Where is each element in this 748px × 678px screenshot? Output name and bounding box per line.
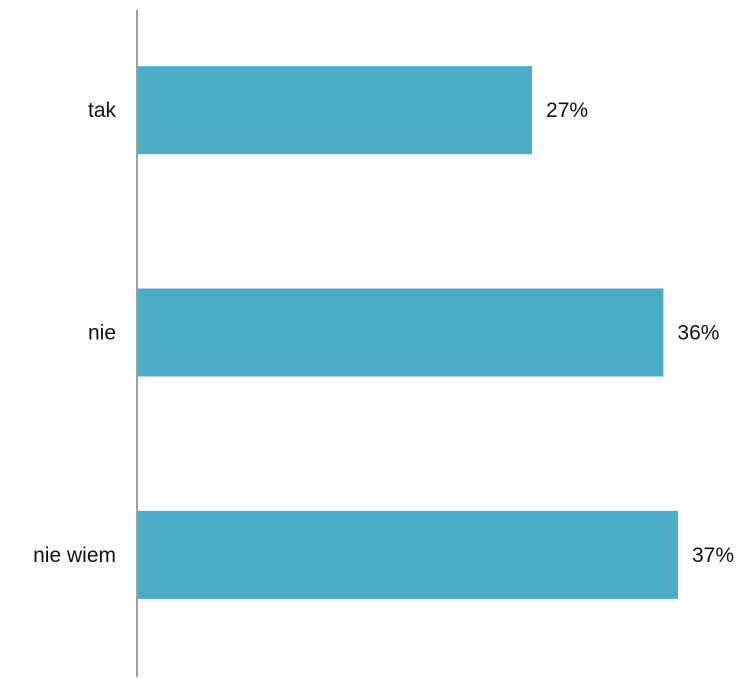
category-label: nie	[88, 322, 116, 345]
bar-nie	[138, 288, 664, 377]
bar-nie-wiem	[138, 510, 678, 599]
value-label: 27%	[546, 99, 588, 122]
value-label: 37%	[692, 544, 734, 567]
category-label: tak	[88, 99, 117, 122]
bar-tak	[138, 66, 533, 155]
bars-layer	[138, 66, 678, 599]
category-label: nie wiem	[33, 544, 116, 567]
value-label: 36%	[677, 322, 719, 345]
labels-layer: tak 27% nie 36% nie wiem 37%	[33, 99, 734, 567]
